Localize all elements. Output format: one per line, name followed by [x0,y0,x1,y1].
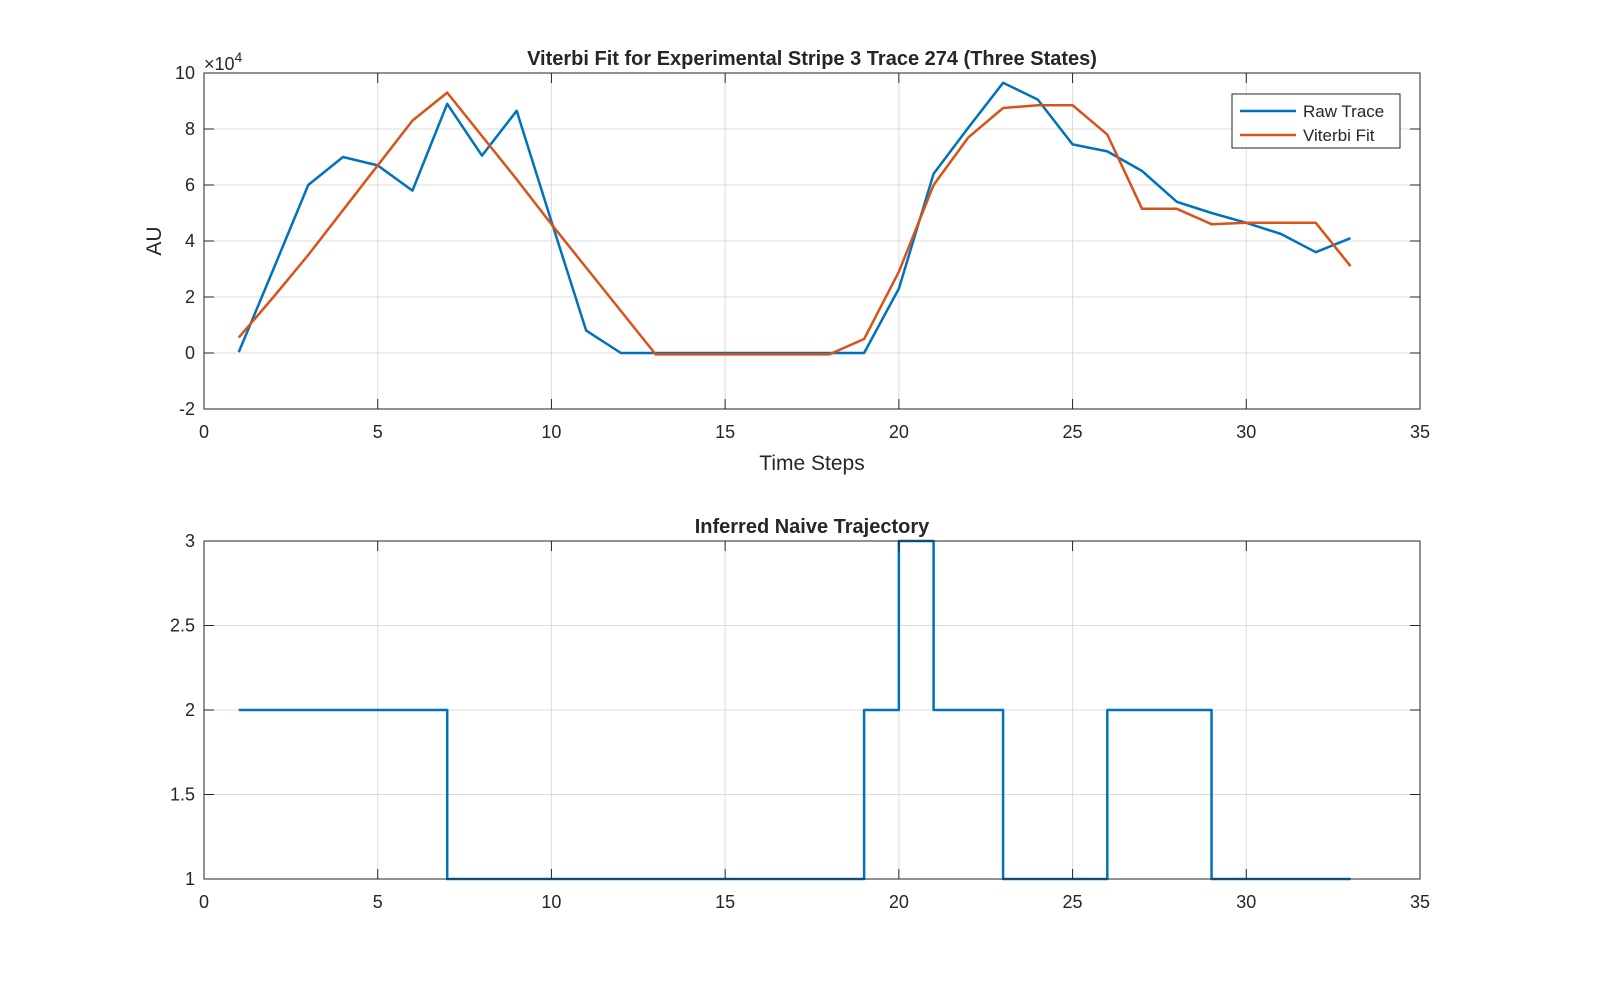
ax1-x-tick-label: 35 [1410,422,1430,442]
naive-trajectory-series [238,539,1351,881]
ax2-x-tick-label: 30 [1236,892,1256,912]
legend-label-viterbi-fit: Viterbi Fit [1303,126,1375,145]
ax1-x-tick-label: 15 [715,422,735,442]
ax1-y-tick-label: 6 [185,175,195,195]
naive-trajectory-axes: 0 5 10 15 20 25 30 35 1 1.5 2 2.5 3 Inferred Naive … [170,516,1430,912]
ax1-x-tick-label: 25 [1063,422,1083,442]
viterbi-fit-x-tick-labels: 0 5 10 15 20 25 30 35 [199,422,1430,442]
ax1-y-tick-label: 8 [185,119,195,139]
y-exponent-base: ×10 [204,54,235,74]
ax2-series-line-0 [238,539,1351,881]
y-exponent-power: 4 [235,49,243,65]
ax1-y-tick-label: -2 [179,399,195,419]
viterbi-fit-tick-marks [203,72,1421,410]
ax2-y-tick-label: 1.5 [170,785,195,805]
viterbi-fit-legend: Raw Trace Viterbi Fit [1231,93,1401,149]
viterbi-fit-x-axis-label: Time Steps [759,452,864,475]
ax1-y-tick-label: 2 [185,287,195,307]
ax1-x-tick-label: 5 [373,422,383,442]
ax2-x-tick-label: 15 [715,892,735,912]
ax2-y-tick-label: 2.5 [170,616,195,636]
viterbi-fit-y-axis-label: AU [143,226,166,255]
ax1-y-tick-label: 4 [185,231,195,251]
viterbi-fit-y-tick-labels: -2 0 2 4 6 8 10 [175,63,195,419]
legend-label-raw-trace: Raw Trace [1303,102,1384,121]
ax2-x-tick-label: 25 [1063,892,1083,912]
ax2-x-tick-label: 10 [541,892,561,912]
viterbi-fit-title: Viterbi Fit for Experimental Stripe 3 Tr… [527,48,1097,70]
naive-trajectory-tick-marks [203,540,1421,880]
ax2-x-tick-label: 0 [199,892,209,912]
ax2-y-tick-label: 2 [185,700,195,720]
ax1-x-tick-label: 10 [541,422,561,442]
ax2-y-tick-label: 1 [185,869,195,889]
ax1-x-tick-label: 20 [889,422,909,442]
ax1-y-tick-label: 0 [185,343,195,363]
naive-trajectory-title: Inferred Naive Trajectory [695,516,930,538]
ax1-series-line-1 [237,91,1352,356]
ax1-series-line-0 [237,81,1351,355]
legend-box [1231,93,1401,149]
ax1-x-tick-label: 30 [1236,422,1256,442]
naive-trajectory-x-tick-labels: 0 5 10 15 20 25 30 35 [199,892,1430,912]
viterbi-fit-y-exponent: ×104 [204,49,243,74]
ax2-x-tick-label: 5 [373,892,383,912]
ax2-x-tick-label: 20 [889,892,909,912]
ax2-y-tick-label: 3 [185,531,195,551]
viterbi-fit-series [237,81,1352,356]
ax1-y-tick-label: 10 [175,63,195,83]
ax1-x-tick-label: 0 [199,422,209,442]
naive-trajectory-y-tick-labels: 1 1.5 2 2.5 3 [170,531,195,889]
ax2-x-tick-label: 35 [1410,892,1430,912]
